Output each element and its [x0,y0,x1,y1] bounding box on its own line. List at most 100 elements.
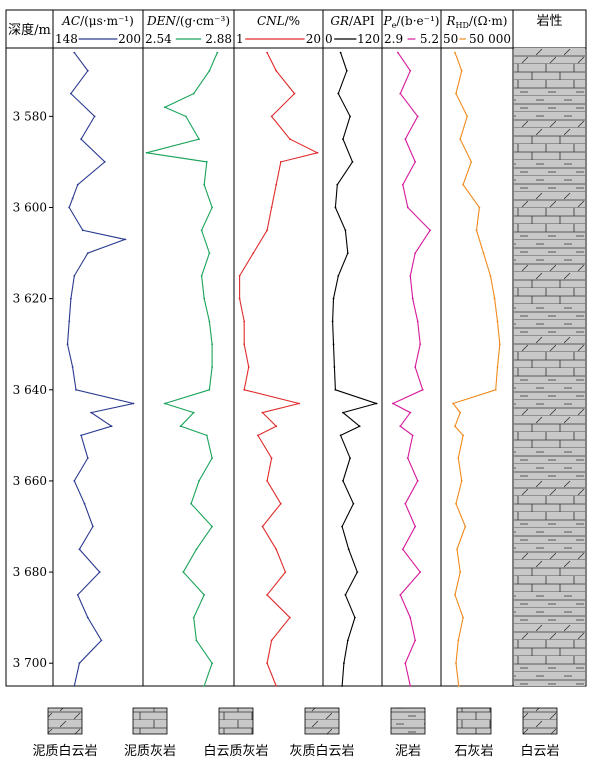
legend-swatch-dolomite [522,707,558,735]
log-point [275,69,278,72]
log-point [270,639,273,642]
log-point [203,297,206,300]
log-point [211,366,214,368]
track-title: RHD/(Ω·m) [446,14,508,30]
log-point [478,206,481,209]
track-title: AC/(μs·m⁻¹) [61,14,134,28]
log-point [414,252,417,255]
log-point [455,92,457,95]
log-point [266,662,268,665]
log-point [409,275,412,277]
log-point [351,161,354,163]
log-point [460,480,463,482]
log-point [211,206,214,209]
legend-swatch-argillaceous-dolomite [47,707,83,735]
lithology-band [514,496,585,520]
log-point [298,402,300,405]
log-point [401,548,404,551]
log-point [208,252,211,255]
legend-label: 白云质灰岩 [203,743,268,759]
log-point [399,425,402,428]
track-title-unit: /(b·e⁻¹) [396,14,439,28]
log-point [200,275,203,277]
log-point [419,343,422,346]
depth-tick-label: 3 680 [13,565,47,579]
log-point [198,480,200,482]
log-point [496,366,499,368]
log-point [494,388,497,391]
log-point [411,434,414,437]
log-point [455,502,457,505]
track-title-unit: /(g·cm⁻³) [176,14,230,28]
track-title: Pe/(b·e⁻¹) [383,14,440,30]
lithology-band [514,376,585,408]
log-point [86,252,89,255]
legend-swatch-calcareous-dolomite [304,707,340,735]
log-point [459,411,462,414]
log-point [270,206,273,209]
legend-label: 石灰岩 [454,744,493,759]
log-point [470,161,473,163]
log-point [336,183,339,186]
log-point [238,275,241,277]
track-title-unit: /(Ω·m) [469,14,508,28]
log-point [414,639,417,642]
log-point [482,252,485,255]
lithology-band [514,568,585,592]
lithology-band [514,136,585,160]
log-point [352,502,355,505]
lithology-band [514,664,585,686]
lithology-band [514,520,585,552]
log-point [75,388,77,391]
log-point [216,51,219,54]
depth-header: 深度/m [8,22,51,38]
log-point [211,525,214,528]
lithology-band [514,264,585,280]
track-title-italic: DEN [146,14,176,28]
log-point [279,161,282,163]
log-point [349,115,351,118]
track-max-label: 200 [118,32,141,46]
track-min-label: 148 [55,32,78,46]
log-point [110,425,113,428]
log-point [457,685,460,687]
log-curve [239,52,319,687]
log-point [332,297,335,300]
log-point [66,343,69,346]
log-point [164,402,166,405]
log-point [266,480,268,482]
log-point [409,69,412,72]
log-point [341,685,343,687]
log-point [332,343,335,346]
log-point [375,402,378,405]
lithology-header: 岩性 [536,14,562,29]
track-title-italic: P [383,14,393,28]
log-point [414,161,417,163]
log-point [337,92,340,95]
log-point [71,366,74,368]
track-min-label: 1 [236,32,244,46]
log-point [354,616,356,619]
track-title-italic: AC [61,14,80,28]
track-title: CNL/% [257,14,300,28]
outer-border [5,9,587,687]
log-point [347,548,350,551]
log-point [331,320,334,323]
log-point [416,115,419,118]
log-point [211,457,214,459]
log-point [459,571,462,573]
log-point [466,115,469,118]
log-point [399,594,402,596]
track-min-label: 2.54 [145,32,172,46]
log-point [90,411,93,414]
track-plots [66,51,501,687]
log-point [421,388,424,391]
track-title-italic: R [446,14,456,28]
log-point [341,525,343,528]
log-point [80,138,82,141]
track-title-unit: /% [285,14,300,28]
log-point [411,297,414,300]
log-point [270,457,273,459]
depth-tick-label: 3 600 [13,201,47,215]
lithology-band [514,352,585,376]
